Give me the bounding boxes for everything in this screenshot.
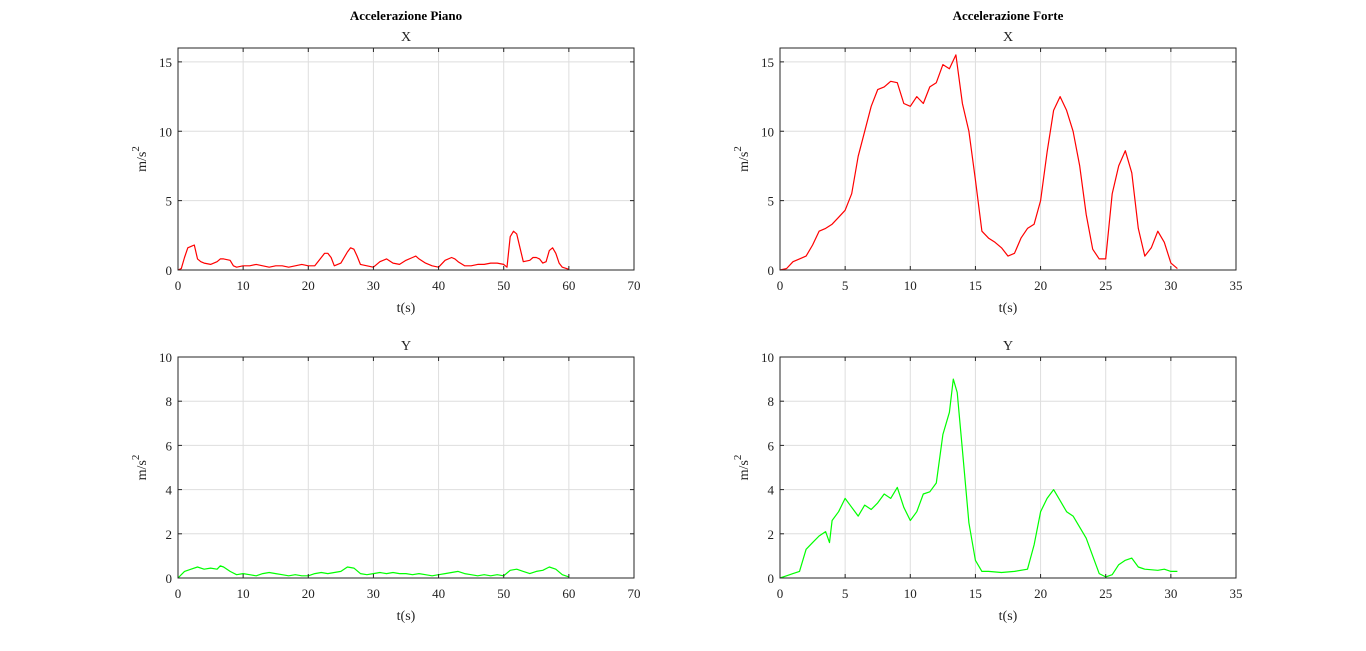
axes-box	[779, 356, 1237, 579]
x-tick-label: 30	[1164, 586, 1177, 601]
x-tick-label: 50	[497, 586, 510, 601]
x-tick-label: 0	[777, 278, 784, 293]
x-tick-label: 60	[562, 586, 575, 601]
axes-box	[779, 47, 1237, 271]
y-axis-label: m/s2	[130, 146, 150, 172]
x-tick-label: 5	[842, 586, 849, 601]
x-tick-label: 20	[302, 586, 315, 601]
y-tick-label: 8	[768, 394, 775, 409]
x-tick-label: 70	[628, 586, 641, 601]
subplot-title: X	[401, 30, 411, 45]
x-axis-label: t(s)	[397, 301, 416, 316]
y-tick-label: 0	[166, 571, 173, 586]
subplot-4: 0 5 10 15 20 25 30 35 0 2 4 6 8 10 Yt(s) m/s2	[732, 339, 1243, 624]
y-tick-label: 2	[768, 527, 775, 542]
x-tick-label: 30	[367, 278, 380, 293]
plot-area	[780, 48, 1236, 270]
plot-area	[780, 357, 1236, 578]
x-axis-label: t(s)	[999, 609, 1018, 624]
y-tick-label: 6	[166, 438, 173, 453]
axes-box	[177, 47, 635, 271]
x-tick-label: 15	[969, 586, 982, 601]
x-tick-label: 35	[1230, 278, 1243, 293]
x-tick-label: 10	[904, 278, 917, 293]
y-tick-label: 4	[166, 483, 173, 498]
x-tick-label: 50	[497, 278, 510, 293]
y-axis-label: m/s2	[130, 455, 150, 481]
y-tick-label: 5	[768, 194, 775, 209]
x-tick-label: 0	[777, 586, 784, 601]
x-tick-label: 30	[367, 586, 380, 601]
x-tick-label: 0	[175, 586, 182, 601]
x-tick-label: 20	[302, 278, 315, 293]
y-axis-label: m/s2	[732, 146, 752, 172]
x-tick-label: 60	[562, 278, 575, 293]
subplot-3: 0 10 20 30 40 50 60 70 0 2 4 6 8 10 Yt(s) m/s2	[130, 339, 641, 624]
x-tick-label: 20	[1034, 278, 1047, 293]
subplot-title: Y	[1003, 339, 1013, 354]
y-tick-label: 2	[166, 527, 173, 542]
y-tick-label: 0	[768, 571, 775, 586]
x-tick-label: 15	[969, 278, 982, 293]
x-tick-label: 70	[628, 278, 641, 293]
x-tick-label: 40	[432, 278, 445, 293]
y-tick-label: 10	[159, 124, 172, 139]
y-tick-label: 10	[761, 124, 774, 139]
x-tick-label: 25	[1099, 586, 1112, 601]
plot-area	[178, 357, 634, 578]
x-tick-label: 0	[175, 278, 182, 293]
y-tick-label: 0	[768, 263, 775, 278]
x-tick-label: 10	[237, 586, 250, 601]
subplot-title: X	[1003, 30, 1013, 45]
subplot-title: Y	[401, 339, 411, 354]
series-line-1	[177, 565, 570, 579]
x-tick-label: 10	[237, 278, 250, 293]
axes-box	[177, 356, 635, 579]
x-tick-label: 30	[1164, 278, 1177, 293]
y-tick-label: 0	[166, 263, 173, 278]
y-tick-label: 15	[761, 55, 774, 70]
y-tick-label: 6	[768, 438, 775, 453]
y-axis-label: m/s2	[732, 455, 752, 481]
subplot-1: 0 10 20 30 40 50 60 70 0 5 10 15 Xt(s) m/s2	[130, 30, 641, 316]
subplot-2: 0 5 10 15 20 25 30 35 0 5 10 15 Xt(s) m/s2	[732, 30, 1243, 316]
x-axis-label: t(s)	[999, 301, 1018, 316]
x-tick-label: 25	[1099, 278, 1112, 293]
left-column-title: Accelerazione Piano	[349, 8, 463, 23]
y-tick-label: 10	[159, 350, 172, 365]
right-column-title: Accelerazione Forte	[952, 8, 1064, 23]
x-tick-label: 20	[1034, 586, 1047, 601]
y-tick-label: 5	[166, 194, 173, 209]
plot-area	[178, 48, 634, 270]
x-tick-label: 5	[842, 278, 849, 293]
x-tick-label: 10	[904, 586, 917, 601]
x-tick-label: 40	[432, 586, 445, 601]
y-tick-label: 8	[166, 394, 173, 409]
y-tick-label: 4	[768, 483, 775, 498]
series-line-1	[779, 54, 1178, 271]
y-tick-label: 10	[761, 350, 774, 365]
y-tick-label: 15	[159, 55, 172, 70]
x-axis-label: t(s)	[397, 609, 416, 624]
series-line-1	[779, 378, 1178, 579]
x-tick-label: 35	[1230, 586, 1243, 601]
